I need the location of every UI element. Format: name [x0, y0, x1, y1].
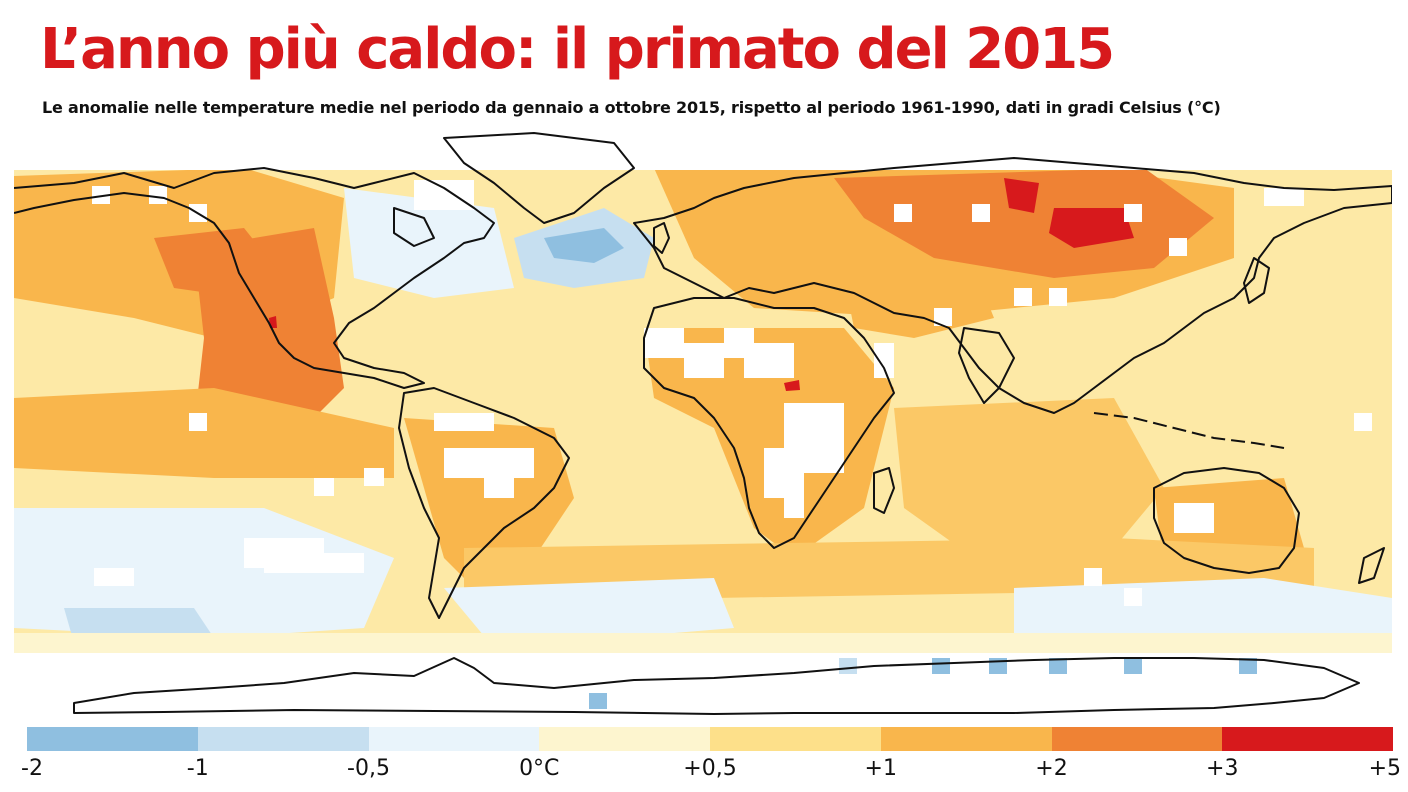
no-data-cell: [92, 186, 110, 204]
legend-label: +1: [864, 756, 897, 781]
no-data-cell: [972, 204, 990, 222]
legend-color-segment: [539, 727, 710, 751]
anomaly-cold-north-atlantic: [544, 228, 624, 263]
no-data-cell: [264, 553, 364, 573]
no-data-cell: [1124, 588, 1142, 606]
anomaly-very-hot-siberia: [1049, 208, 1134, 248]
no-data-cell: [1084, 568, 1102, 586]
anomaly-cool-cell: [1124, 658, 1142, 674]
anomaly-cool-canada: [344, 188, 514, 298]
anomaly-warm-alaska: [154, 228, 284, 298]
no-data-cell: [1049, 288, 1067, 306]
no-data-cell: [1169, 238, 1187, 256]
legend-color-segment: [197, 727, 369, 751]
no-data-cell: [364, 468, 384, 486]
legend-color-segment: [368, 727, 540, 751]
no-data-cell: [1264, 188, 1304, 206]
anomaly-warm-tropical-pacific: [64, 408, 364, 468]
legend-label: +3: [1206, 756, 1239, 781]
no-data-cell: [874, 343, 894, 378]
no-data-cell: [744, 343, 794, 378]
coastline-india: [958, 327, 1015, 404]
legend-label: 0°C: [519, 756, 560, 781]
anomaly-warm-indian-ocean: [894, 398, 1164, 558]
legend-color-segment: [880, 727, 1052, 751]
anomaly-cool-cell: [589, 693, 607, 709]
coastline-madagascar: [873, 467, 895, 514]
no-data-cell: [1124, 204, 1142, 222]
anomaly-warm-africa: [644, 328, 894, 558]
no-data-cell: [784, 493, 804, 518]
anomaly-very-hot-arctic: [1004, 178, 1039, 213]
anomaly-cool-south-atlantic: [444, 578, 734, 648]
no-data-cell: [189, 413, 207, 431]
coastline-eurasia: [633, 157, 1392, 414]
no-data-cells: [14, 128, 1392, 720]
anomaly-cool-cell: [1239, 658, 1257, 674]
no-data-cell: [764, 448, 804, 498]
legend-color-segment: [710, 727, 881, 751]
legend-label: -1: [186, 756, 209, 781]
no-data-cell: [644, 328, 684, 358]
anomaly-cool-cell: [932, 658, 950, 674]
coastline-indonesia: [1093, 412, 1285, 449]
coastlines: [14, 132, 1392, 715]
map-title: L’anno più caldo: il primato del 2015: [40, 17, 1115, 82]
anomaly-cool-cell: [839, 658, 857, 674]
no-data-cell: [894, 204, 912, 222]
anomaly-hot-siberia: [834, 168, 1214, 278]
no-data-cell: [94, 568, 134, 586]
legend-label: +2: [1035, 756, 1068, 781]
color-scale-labels: -2 -1 -0,5 0°C +0,5 +1 +2 +3 +5: [0, 754, 1408, 788]
no-data-cell: [684, 343, 724, 378]
anomaly-fields: [14, 158, 1392, 720]
anomaly-cool-cell: [1049, 658, 1067, 674]
coastline-south-america: [398, 387, 570, 619]
legend-label: +5: [1368, 756, 1401, 781]
legend-color-segment: [1222, 727, 1393, 751]
no-data-cell: [1014, 288, 1032, 306]
coastline-australia: [1153, 467, 1300, 574]
color-scale-legend: [27, 727, 1393, 751]
coastline-britain: [653, 222, 670, 254]
no-data-cell: [14, 653, 1392, 720]
no-data-cell: [314, 478, 334, 496]
coastline-greenland: [443, 132, 635, 224]
legend-color-segment: [27, 727, 198, 751]
coastline-new-zealand: [1358, 547, 1385, 584]
map-subtitle: Le anomalie nelle temperature medie nel …: [42, 98, 1221, 117]
no-data-cell: [1174, 503, 1214, 533]
anomaly-very-hot-africa-spot: [784, 380, 800, 391]
anomaly-cool-south-indian: [1014, 578, 1392, 638]
coastline-africa: [643, 297, 895, 549]
no-data-cell: [434, 413, 494, 431]
no-data-cell: [14, 128, 1392, 170]
anomaly-hot-middle-east: [844, 268, 994, 338]
legend-label: -2: [21, 756, 43, 781]
no-data-cell: [934, 308, 952, 326]
no-data-cell: [1354, 413, 1372, 431]
legend-label: -0,5: [347, 756, 390, 781]
no-data-cell: [149, 186, 167, 204]
no-data-cell: [484, 473, 514, 498]
legend-label: +0,5: [683, 756, 737, 781]
coastline-north-america: [14, 167, 495, 389]
coastline-japan: [1243, 257, 1270, 304]
coastline-antarctica: [73, 657, 1360, 715]
legend-color-segment: [1051, 727, 1223, 751]
no-data-cell: [414, 180, 474, 210]
world-anomaly-map: [14, 128, 1392, 720]
coastline-hudson-bay: [393, 207, 435, 247]
